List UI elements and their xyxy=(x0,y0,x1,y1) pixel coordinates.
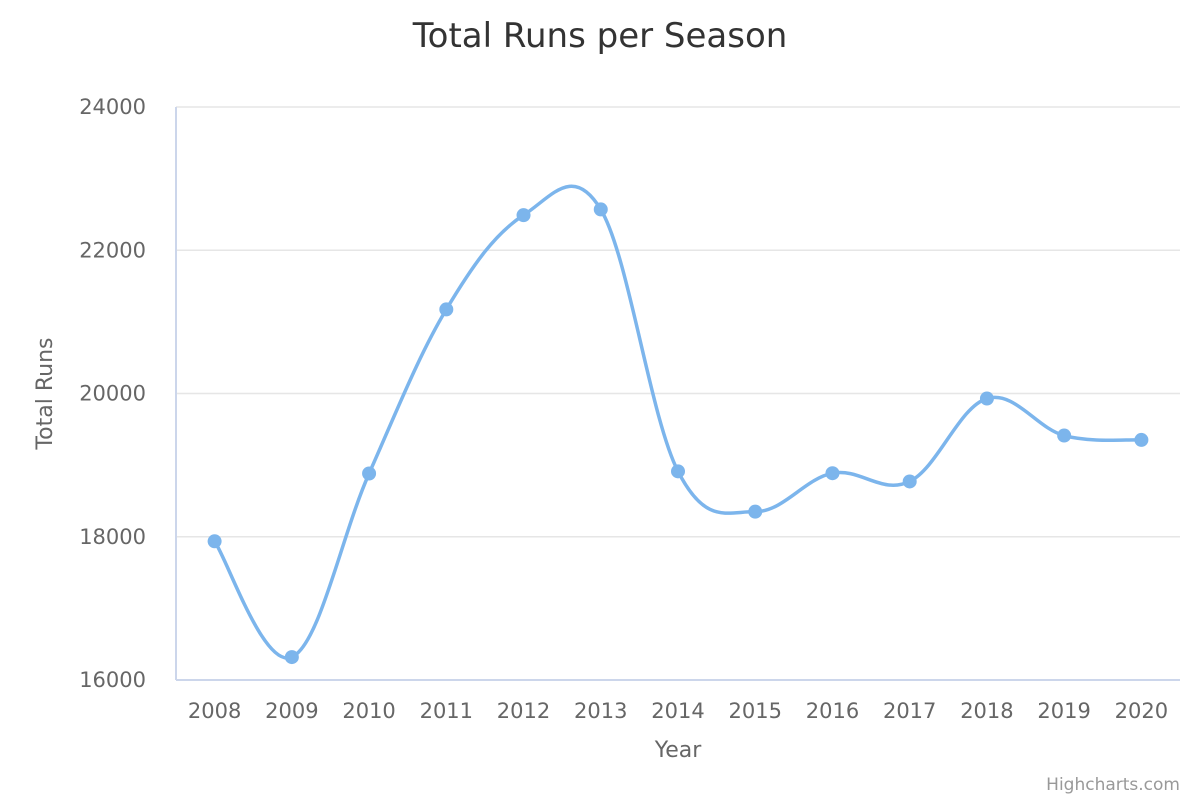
data-point-2020[interactable] xyxy=(1134,432,1149,447)
y-tick-label: 16000 xyxy=(79,668,146,692)
data-point-2012[interactable] xyxy=(516,208,531,223)
y-axis-title: Total Runs xyxy=(33,337,58,450)
x-tick-label: 2019 xyxy=(1037,699,1090,723)
x-tick-label: 2013 xyxy=(574,699,627,723)
data-point-2014[interactable] xyxy=(671,464,685,479)
x-tick-label: 2017 xyxy=(883,699,936,723)
x-tick-label: 2009 xyxy=(265,699,318,723)
credits-link[interactable]: Highcharts.com xyxy=(1046,775,1180,795)
x-tick-label: 2012 xyxy=(497,699,550,723)
series-line xyxy=(212,184,1144,660)
x-tick-label: 2018 xyxy=(960,699,1013,723)
data-point-2011[interactable] xyxy=(439,302,454,317)
data-point-2009[interactable] xyxy=(284,650,299,665)
data-point-2017[interactable] xyxy=(902,474,917,489)
x-axis-tick-labels: 2008 2009 2010 2011 2012 2013 2014 2015 2016 2017… xyxy=(188,699,1168,723)
data-point-2015[interactable] xyxy=(748,504,763,519)
data-point-2010[interactable] xyxy=(362,466,377,481)
x-tick-label: 2015 xyxy=(729,699,782,723)
data-point-2018[interactable] xyxy=(979,391,994,406)
x-tick-label: 2010 xyxy=(342,699,395,723)
data-point-2008[interactable] xyxy=(207,534,222,549)
data-point-2013[interactable] xyxy=(593,202,608,217)
x-tick-label: 2014 xyxy=(651,699,704,723)
x-tick-label: 2011 xyxy=(420,699,473,723)
chart-title: Total Runs per Season xyxy=(412,16,788,56)
y-tick-label: 22000 xyxy=(79,238,146,262)
data-point-2016[interactable] xyxy=(825,466,840,481)
y-tick-label: 20000 xyxy=(79,382,146,406)
data-point-2019[interactable] xyxy=(1057,428,1072,443)
x-axis-title: Year xyxy=(654,738,703,763)
y-axis-tick-labels: 16000 18000 20000 22000 24000 xyxy=(79,95,146,692)
series-group xyxy=(207,184,1149,665)
y-tick-label: 18000 xyxy=(79,525,146,549)
y-tick-label: 24000 xyxy=(79,95,146,119)
x-tick-label: 2008 xyxy=(188,699,241,723)
x-tick-label: 2020 xyxy=(1115,699,1168,723)
x-tick-label: 2016 xyxy=(806,699,859,723)
